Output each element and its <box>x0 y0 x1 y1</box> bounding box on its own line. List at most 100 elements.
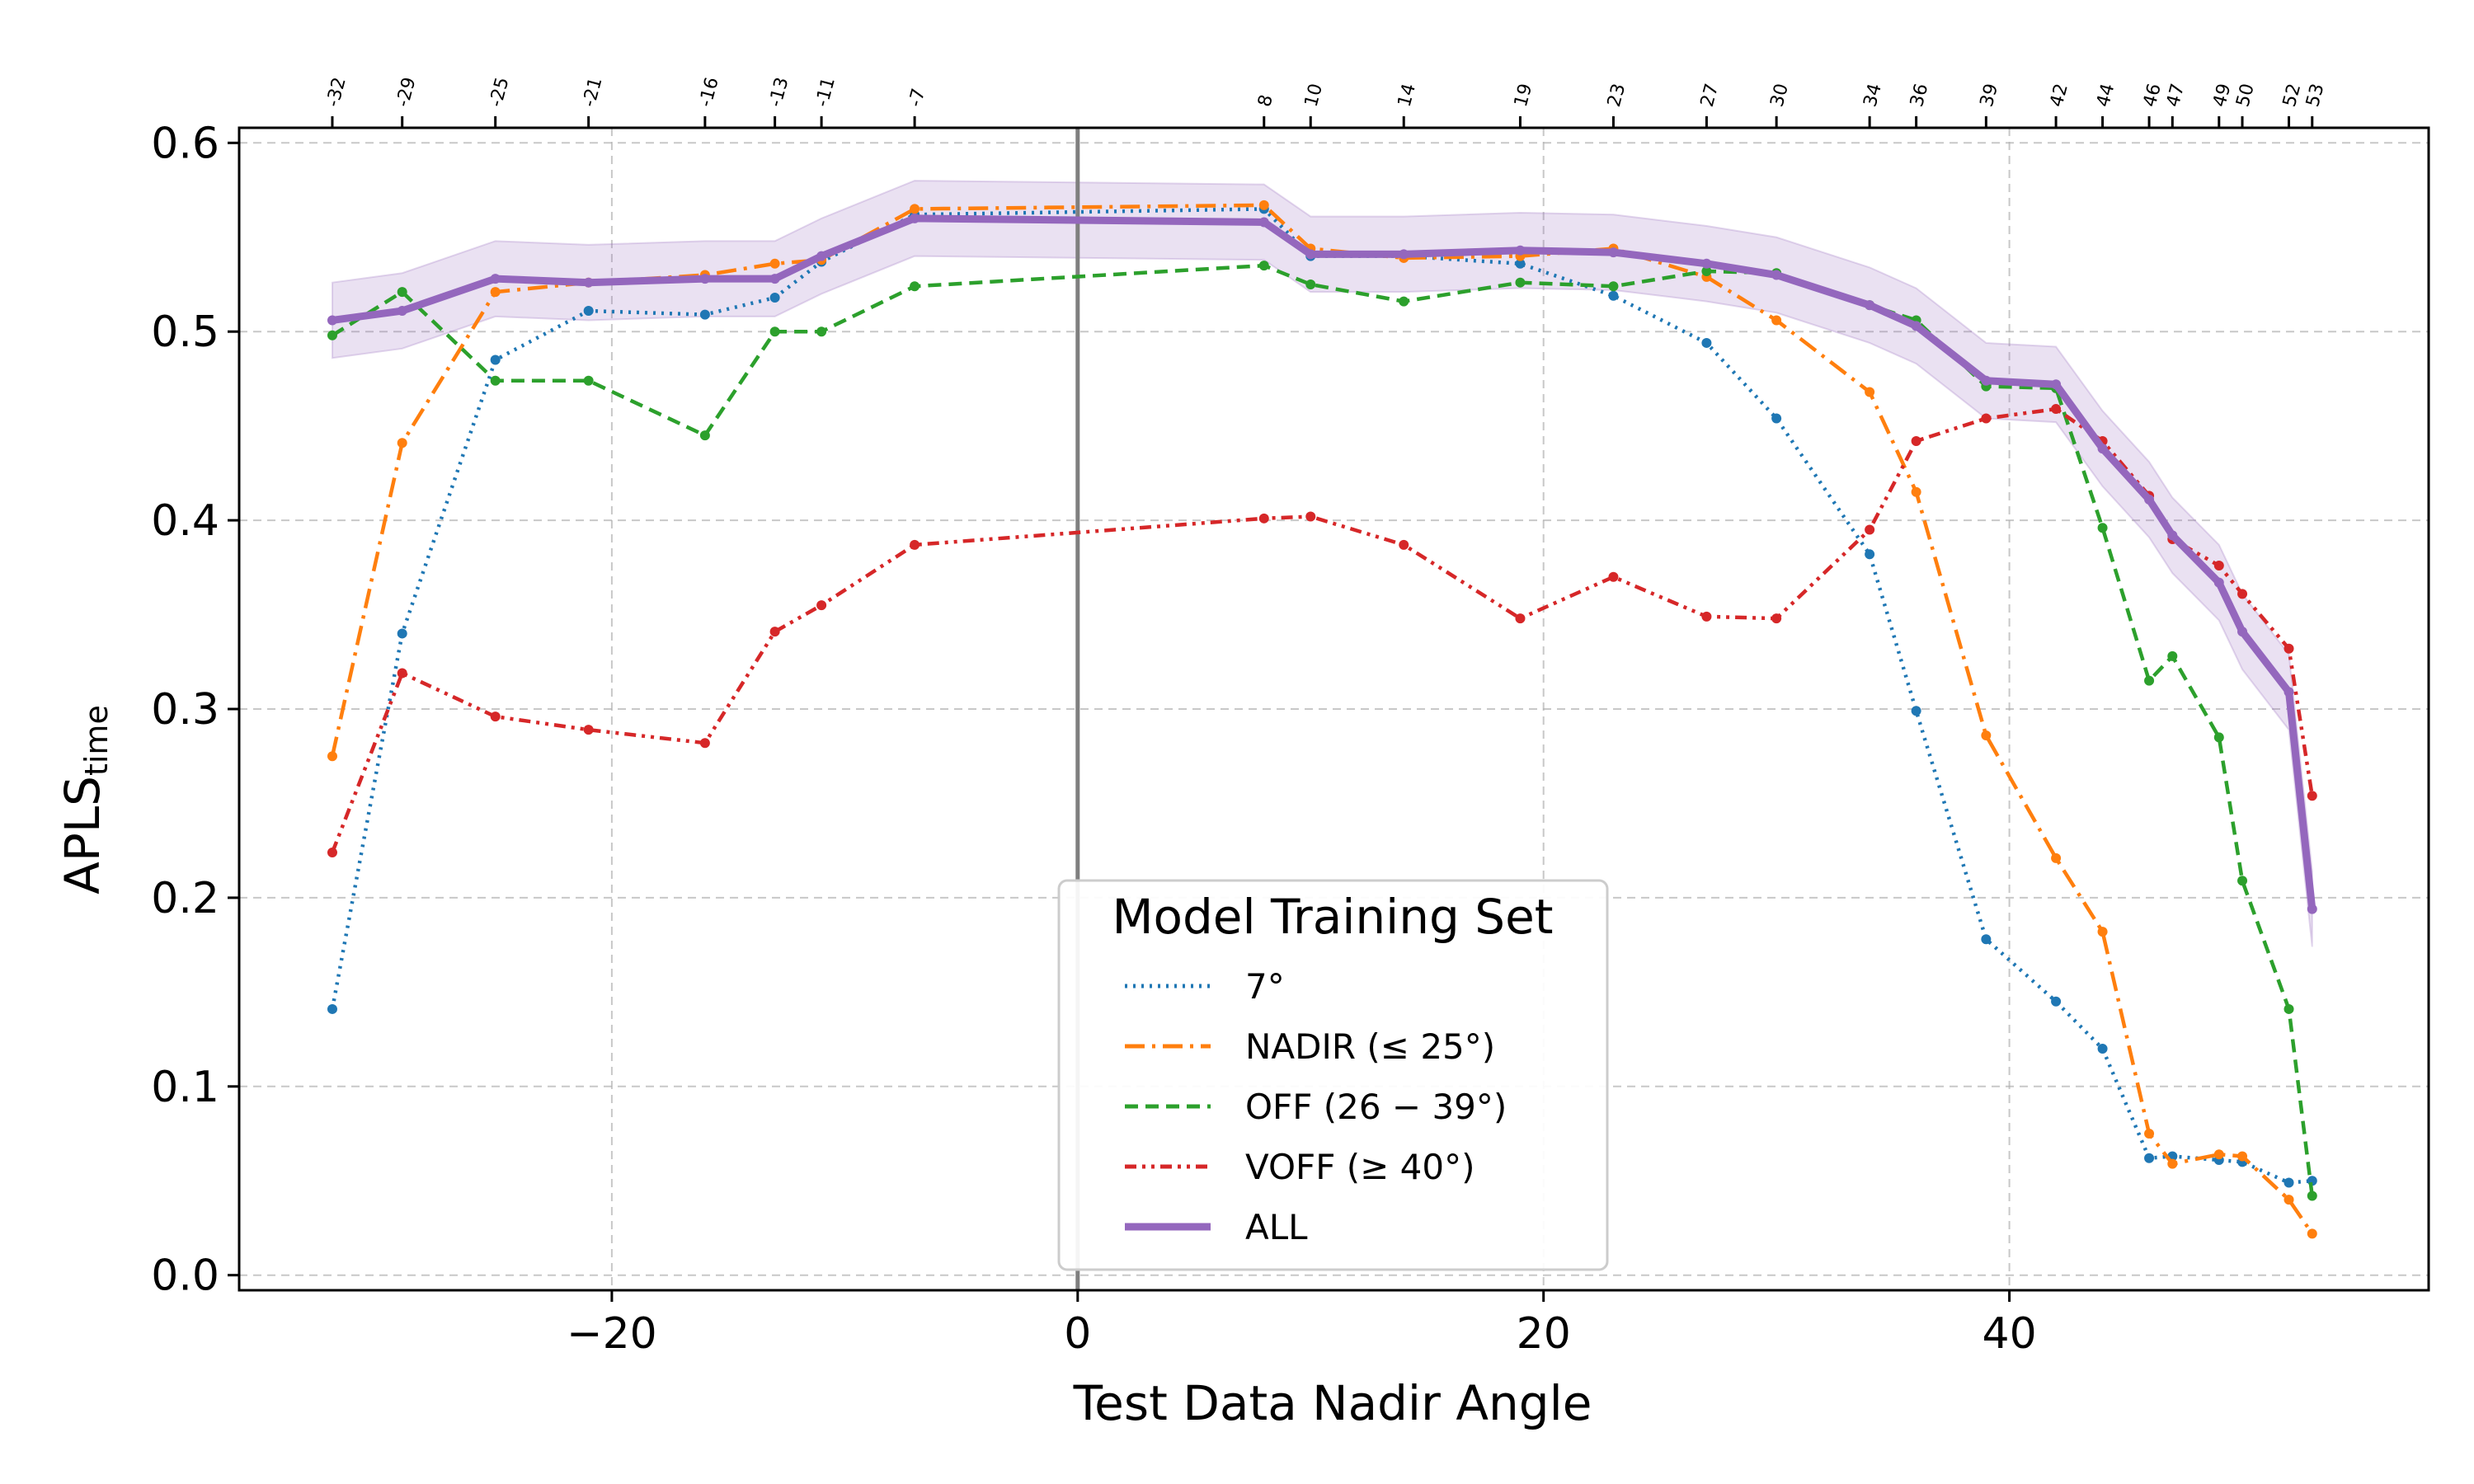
all-confidence-band <box>331 180 2313 947</box>
legend-label-2: OFF (26 − 39°) <box>1245 1087 1507 1127</box>
series-0-point-15 <box>1865 549 1875 560</box>
series-3-point-1 <box>397 668 407 679</box>
legend: Model Training Set 7° NADIR (≤ 25°) OFF (2… <box>1057 879 1609 1271</box>
series-0-point-1 <box>397 628 407 639</box>
series-line-2 <box>331 263 2315 1196</box>
y-tick-label-4: 0.4 <box>151 496 219 546</box>
series-4-point-22 <box>2213 577 2224 588</box>
legend-label-1: NADIR (≤ 25°) <box>1245 1026 1495 1067</box>
series-3-point-6 <box>816 600 827 611</box>
series-4-point-4 <box>699 274 710 284</box>
series-1-point-1 <box>397 438 407 448</box>
series-3-point-17 <box>1981 413 1992 424</box>
series-2-point-12 <box>1608 281 1619 292</box>
series-4-point-19 <box>2097 444 2108 454</box>
y-axis-title-main: APLS <box>54 776 111 895</box>
legend-label-0: 7° <box>1245 966 1285 1007</box>
series-1-point-7 <box>910 204 920 214</box>
series-3-point-23 <box>2237 589 2248 599</box>
series-3-point-15 <box>1865 524 1875 535</box>
series-4-point-23 <box>2237 627 2248 637</box>
series-0-point-14 <box>1771 413 1782 424</box>
series-4-point-10 <box>1399 249 1409 260</box>
y-tick-label-5: 0.5 <box>151 308 219 357</box>
series-1-point-14 <box>1771 315 1782 326</box>
series-2-point-24 <box>2284 1003 2294 1014</box>
series-4-point-6 <box>816 251 827 261</box>
series-4-point-11 <box>1515 245 1526 256</box>
series-0-point-24 <box>2284 1177 2294 1188</box>
legend-label-4: ALL <box>1245 1207 1308 1247</box>
series-3-point-25 <box>2307 791 2317 801</box>
series-2-point-3 <box>583 375 594 386</box>
series-3-point-3 <box>583 725 594 735</box>
series-1-point-0 <box>327 751 337 762</box>
series-4-point-13 <box>1701 258 1712 269</box>
series-2-point-4 <box>699 430 710 441</box>
series-3-point-8 <box>1258 513 1269 524</box>
series-3-point-2 <box>490 711 501 722</box>
legend-title: Model Training Set <box>1112 889 1553 945</box>
series-4-point-24 <box>2284 687 2294 697</box>
series-2-point-20 <box>2144 675 2155 686</box>
series-1-point-23 <box>2237 1151 2248 1162</box>
series-3-point-24 <box>2284 643 2294 654</box>
series-2-point-9 <box>1305 279 1316 289</box>
series-2-point-23 <box>2237 876 2248 886</box>
series-0-point-17 <box>1981 934 1992 945</box>
series-2-point-19 <box>2097 523 2108 533</box>
series-3-point-16 <box>1911 435 1921 446</box>
series-1-point-5 <box>769 258 780 269</box>
y-tick-label-6: 0.6 <box>151 119 219 168</box>
series-0-point-13 <box>1701 337 1712 348</box>
series-1-point-8 <box>1258 200 1269 210</box>
series-0-point-2 <box>490 355 501 365</box>
series-1-point-15 <box>1865 387 1875 397</box>
series-3-point-13 <box>1701 611 1712 622</box>
series-line-3 <box>330 406 2314 853</box>
series-1-point-18 <box>2051 852 2062 863</box>
series-1-point-17 <box>1981 730 1992 741</box>
series-line-4 <box>328 214 2316 913</box>
series-3-point-12 <box>1608 571 1619 582</box>
y-axis-ticks: 0.0 0.1 0.2 0.3 0.4 0.5 0.6 <box>151 119 239 1301</box>
series-3-point-9 <box>1305 511 1316 522</box>
series-0-point-18 <box>2051 996 2062 1007</box>
y-axis-title-subscript: time <box>78 705 115 776</box>
series-line-1 <box>330 203 2314 1235</box>
series-4-point-15 <box>1865 300 1875 311</box>
grid <box>239 128 2429 1290</box>
series-3-point-11 <box>1515 613 1526 624</box>
series-0-point-4 <box>699 309 710 320</box>
series-1-point-21 <box>2167 1158 2178 1169</box>
series-0-point-11 <box>1515 258 1526 269</box>
series-2-point-21 <box>2167 650 2178 661</box>
series-4-point-1 <box>397 306 407 317</box>
series-4-point-25 <box>2307 904 2317 914</box>
series-4-point-20 <box>2144 494 2155 505</box>
x-tick-label-0: −20 <box>567 1309 657 1359</box>
series-4-point-5 <box>769 274 780 284</box>
series-4-point-17 <box>1981 375 1992 386</box>
series-4-point-3 <box>583 277 594 288</box>
series-2-point-11 <box>1515 277 1526 288</box>
x-tick-label-1: 0 <box>1064 1309 1091 1359</box>
confidence-band-layer <box>331 180 2313 947</box>
x-tick-label-3: 40 <box>1982 1309 2037 1359</box>
series-2-point-22 <box>2213 732 2224 743</box>
series-2-point-25 <box>2307 1190 2317 1201</box>
series-4-point-7 <box>910 213 920 223</box>
series-2-point-7 <box>910 281 920 292</box>
series-1-point-25 <box>2307 1228 2317 1239</box>
series-0-point-12 <box>1608 290 1619 301</box>
series-0-point-0 <box>327 1003 337 1014</box>
top-tick-label-8: 8 <box>1254 92 1277 109</box>
series-1-point-16 <box>1911 486 1921 497</box>
series-1 <box>327 200 2317 1239</box>
legend-label-3: VOFF (≥ 40°) <box>1245 1147 1475 1187</box>
series-4-point-12 <box>1608 247 1619 258</box>
series-2-point-6 <box>816 326 827 337</box>
series-4-point-0 <box>327 315 337 326</box>
series-4-point-14 <box>1771 270 1782 280</box>
y-tick-label-2: 0.2 <box>151 874 219 923</box>
